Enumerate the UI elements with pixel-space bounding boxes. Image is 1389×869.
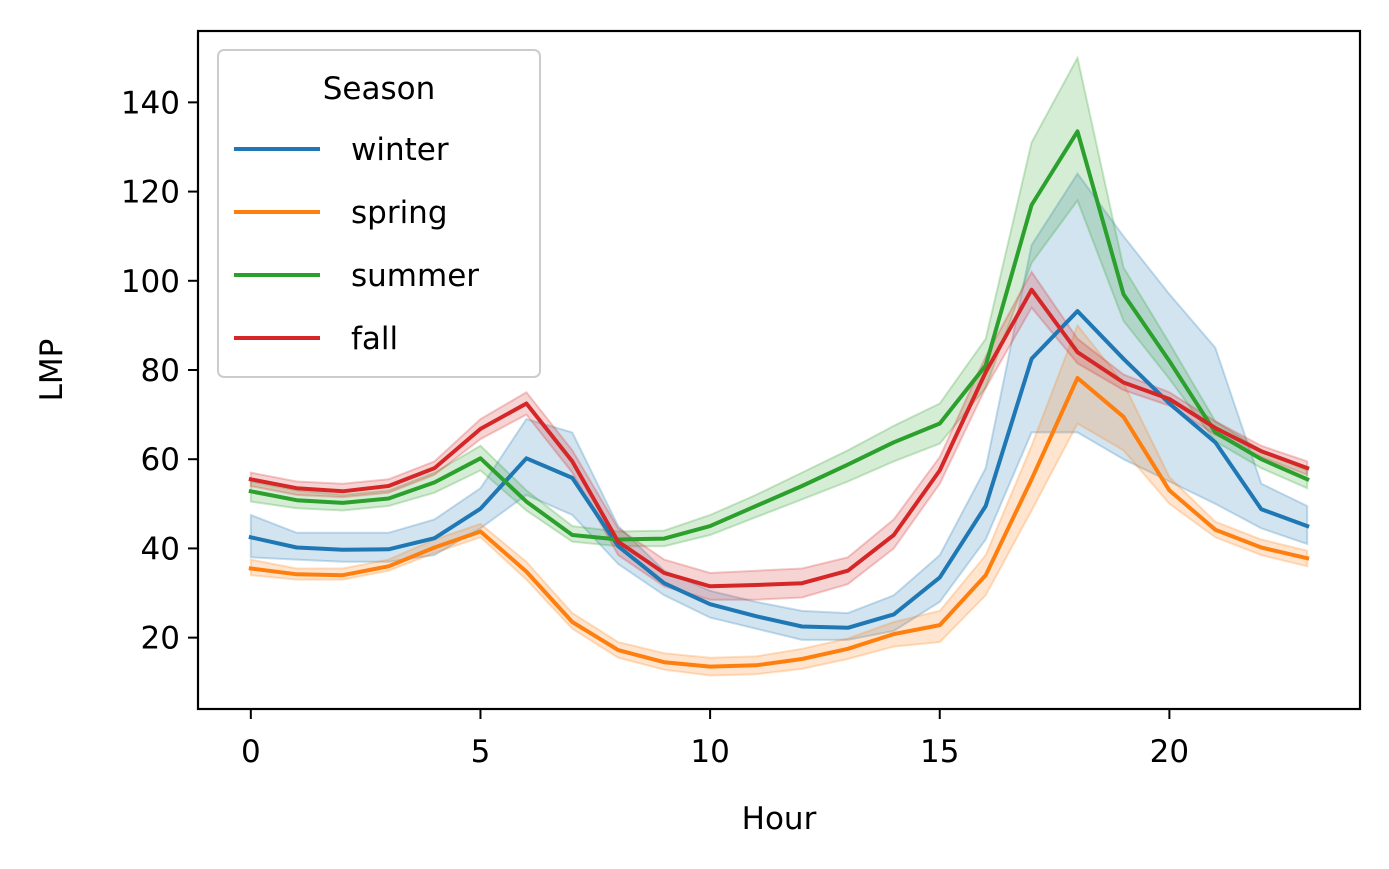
series-lines xyxy=(248,129,1310,669)
y-axis-ticks: 20 40 60 80 100 120 140 xyxy=(121,85,198,657)
legend-label-winter: winter xyxy=(351,132,449,168)
legend-label-summer: summer xyxy=(351,258,479,294)
legend-title: Season xyxy=(323,71,436,107)
y-tick-label: 60 xyxy=(141,442,180,478)
legend: Season winter spring summer fall xyxy=(217,49,541,378)
band-spring xyxy=(249,323,1309,677)
confidence-bands xyxy=(249,54,1309,677)
legend-label-fall: fall xyxy=(351,321,398,357)
series-line-summer xyxy=(248,129,1310,542)
x-axis-ticks: 0 5 10 15 20 xyxy=(241,709,1189,770)
legend-entries: winter spring summer fall xyxy=(234,132,479,357)
y-tick-label: 80 xyxy=(141,353,180,389)
series-line-winter xyxy=(248,309,1310,630)
y-tick-label: 100 xyxy=(121,264,180,300)
series-line-spring xyxy=(248,376,1310,669)
y-tick-label: 40 xyxy=(141,531,180,567)
x-tick-label: 15 xyxy=(920,734,959,770)
y-tick-label: 140 xyxy=(121,85,180,121)
band-summer xyxy=(249,54,1309,548)
x-tick-label: 5 xyxy=(471,734,491,770)
y-tick-label: 120 xyxy=(121,175,180,211)
x-tick-label: 20 xyxy=(1150,734,1189,770)
y-tick-label: 20 xyxy=(141,621,180,657)
series-line-fall xyxy=(248,287,1310,589)
band-fall xyxy=(249,269,1309,601)
x-axis-label: Hour xyxy=(742,801,817,837)
y-axis-label: LMP xyxy=(34,339,70,402)
legend-box xyxy=(217,49,541,378)
x-tick-label: 10 xyxy=(690,734,729,770)
x-tick-label: 0 xyxy=(241,734,261,770)
legend-label-spring: spring xyxy=(351,195,448,231)
band-winter xyxy=(249,171,1309,641)
